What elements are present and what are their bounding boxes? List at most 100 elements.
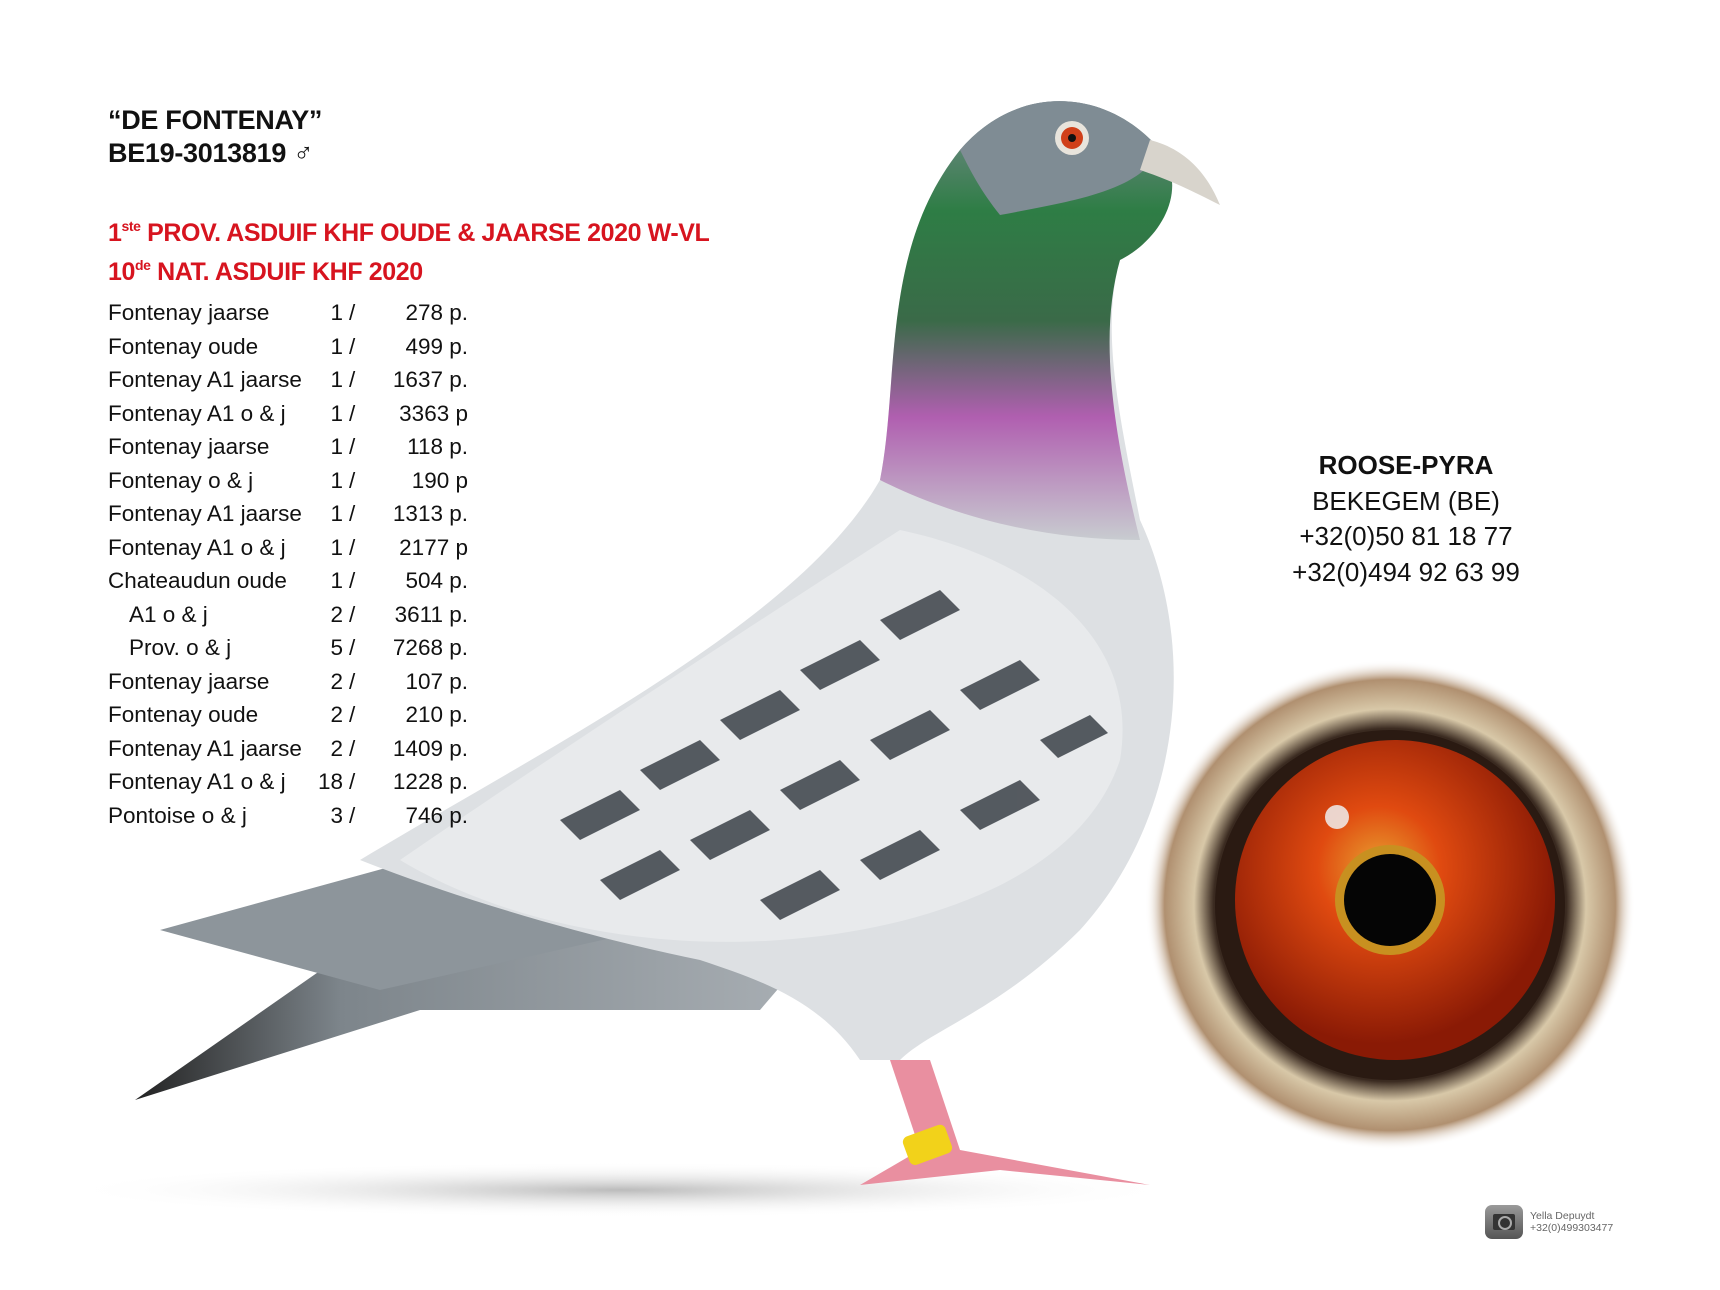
participant-count: 190 p — [411, 467, 468, 493]
rank: 5 — [330, 635, 343, 660]
participant-count: 1637 p. — [392, 367, 468, 392]
result-row: Fontenay jaarse 1/ 278 p. — [108, 296, 468, 330]
pigeon-title: “DE FONTENAY” BE19-3013819 ♂ — [108, 104, 322, 170]
separator: / — [349, 702, 356, 727]
photo-credit: Yella Depuydt +32(0)499303477 — [1485, 1205, 1613, 1239]
separator: / — [349, 668, 356, 694]
rank: 1 — [330, 501, 343, 526]
result-row: Fontenay A1 o & j 18/ 1228 p. — [108, 765, 468, 799]
rank: 18 — [317, 769, 343, 794]
participant-count: 107 p. — [405, 668, 468, 694]
rank: 1 — [330, 434, 343, 459]
achievement-rank: 10 — [108, 258, 136, 286]
separator: / — [349, 534, 356, 560]
photographer-name: Yella Depuydt — [1530, 1210, 1595, 1222]
pigeon-name: “DE FONTENAY” — [108, 105, 323, 135]
achievement-suffix: de — [135, 257, 151, 273]
race-name: Chateaudun oude — [108, 568, 287, 593]
separator: / — [349, 333, 356, 359]
camera-icon — [1485, 1205, 1523, 1239]
result-row: Fontenay jaarse 2/ 107 p. — [108, 665, 468, 699]
race-name: Fontenay A1 jaarse — [108, 367, 302, 392]
rank: 1 — [330, 333, 343, 359]
photographer-phone: +32(0)499303477 — [1530, 1222, 1614, 1234]
rank: 1 — [330, 568, 343, 593]
result-row: Fontenay jaarse 1/ 118 p. — [108, 430, 468, 464]
separator: / — [349, 601, 356, 627]
result-row: Fontenay A1 o & j 1/ 3363 p — [108, 397, 468, 431]
participant-count: 7268 p. — [392, 635, 468, 660]
race-name: Fontenay A1 jaarse — [108, 735, 302, 761]
separator: / — [349, 434, 356, 459]
achievement-line: 10de NAT. ASDUIF KHF 2020 — [108, 249, 709, 288]
separator: / — [349, 501, 356, 526]
rank: 2 — [330, 601, 343, 627]
race-name: Fontenay jaarse — [108, 434, 270, 459]
result-row: Fontenay A1 o & j 1/ 2177 p — [108, 531, 468, 565]
achievement-text: PROV. ASDUIF KHF OUDE & JAARSE 2020 W-VL — [140, 219, 710, 247]
race-name: Fontenay A1 o & j — [108, 769, 286, 794]
rank: 2 — [330, 668, 343, 694]
result-row: Fontenay A1 jaarse 2/ 1409 p. — [108, 732, 468, 766]
participant-count: 3611 p. — [394, 601, 468, 627]
breeder-location: BEKEGEM (BE) — [1312, 485, 1500, 516]
race-name: Fontenay oude — [108, 702, 259, 727]
achievement-suffix: ste — [121, 218, 141, 234]
achievement-text: NAT. ASDUIF KHF 2020 — [150, 258, 423, 286]
participant-count: 1228 p. — [392, 769, 468, 794]
result-row: Fontenay oude 2/ 210 p. — [108, 698, 468, 732]
separator: / — [349, 300, 356, 325]
race-name: Fontenay A1 o & j — [108, 400, 286, 426]
separator: / — [349, 735, 356, 761]
rank: 2 — [330, 702, 343, 727]
ring-number-line: BE19-3013819 ♂ — [108, 137, 322, 170]
separator: / — [349, 467, 356, 493]
separator: / — [349, 769, 356, 794]
rank: 1 — [330, 467, 343, 493]
separator: / — [349, 635, 356, 660]
contact-block: ROOSE-PYRA BEKEGEM (BE) +32(0)50 81 18 7… — [1206, 448, 1606, 590]
rank: 1 — [330, 400, 343, 426]
result-row: Prov. o & j 5/ 7268 p. — [108, 631, 468, 665]
phone-2: +32(0)494 92 63 99 — [1292, 556, 1520, 587]
breeder-name: ROOSE-PYRA — [1318, 450, 1494, 480]
achievement-rank: 1 — [108, 219, 122, 247]
participant-count: 2177 p — [399, 534, 468, 560]
rank: 3 — [330, 802, 343, 828]
separator: / — [349, 367, 356, 392]
male-symbol-icon: ♂ — [293, 138, 314, 168]
race-name: Fontenay jaarse — [108, 668, 270, 694]
result-row: Fontenay A1 jaarse 1/ 1637 p. — [108, 363, 468, 397]
result-row: Fontenay o & j 1/ 190 p — [108, 464, 468, 498]
result-row: Chateaudun oude 1/ 504 p. — [108, 564, 468, 598]
participant-count: 210 p. — [405, 702, 468, 727]
participant-count: 3363 p — [399, 400, 468, 426]
rank: 1 — [330, 367, 343, 392]
result-row: Pontoise o & j 3/ 746 p. — [108, 799, 468, 833]
race-name: Fontenay A1 o & j — [108, 534, 286, 560]
race-name: Prov. o & j — [129, 635, 232, 660]
participant-count: 504 p. — [405, 568, 468, 593]
participant-count: 746 p. — [405, 802, 468, 828]
result-row: Fontenay A1 jaarse 1/ 1313 p. — [108, 497, 468, 531]
participant-count: 118 p. — [407, 434, 468, 459]
participant-count: 499 p. — [405, 333, 468, 359]
separator: / — [349, 400, 356, 426]
result-row: A1 o & j 2/ 3611 p. — [108, 598, 468, 632]
achievement-titles: 1ste PROV. ASDUIF KHF OUDE & JAARSE 2020… — [108, 210, 710, 288]
participant-count: 1313 p. — [392, 501, 468, 526]
achievement-line: 1ste PROV. ASDUIF KHF OUDE & JAARSE 2020… — [108, 210, 710, 249]
rank: 1 — [330, 534, 343, 560]
separator: / — [349, 568, 356, 593]
participant-count: 1409 p. — [392, 735, 468, 761]
ring-number: BE19-3013819 — [108, 138, 287, 168]
rank: 1 — [330, 300, 343, 325]
race-name: Fontenay jaarse — [108, 300, 270, 325]
separator: / — [349, 802, 356, 828]
race-name: A1 o & j — [129, 601, 208, 627]
participant-count: 278 p. — [405, 300, 468, 325]
results-list: Fontenay jaarse 1/278 p. Fontenay oude 1/49… — [108, 296, 468, 832]
race-name: Pontoise o & j — [108, 802, 247, 828]
race-name: Fontenay oude — [108, 333, 259, 359]
